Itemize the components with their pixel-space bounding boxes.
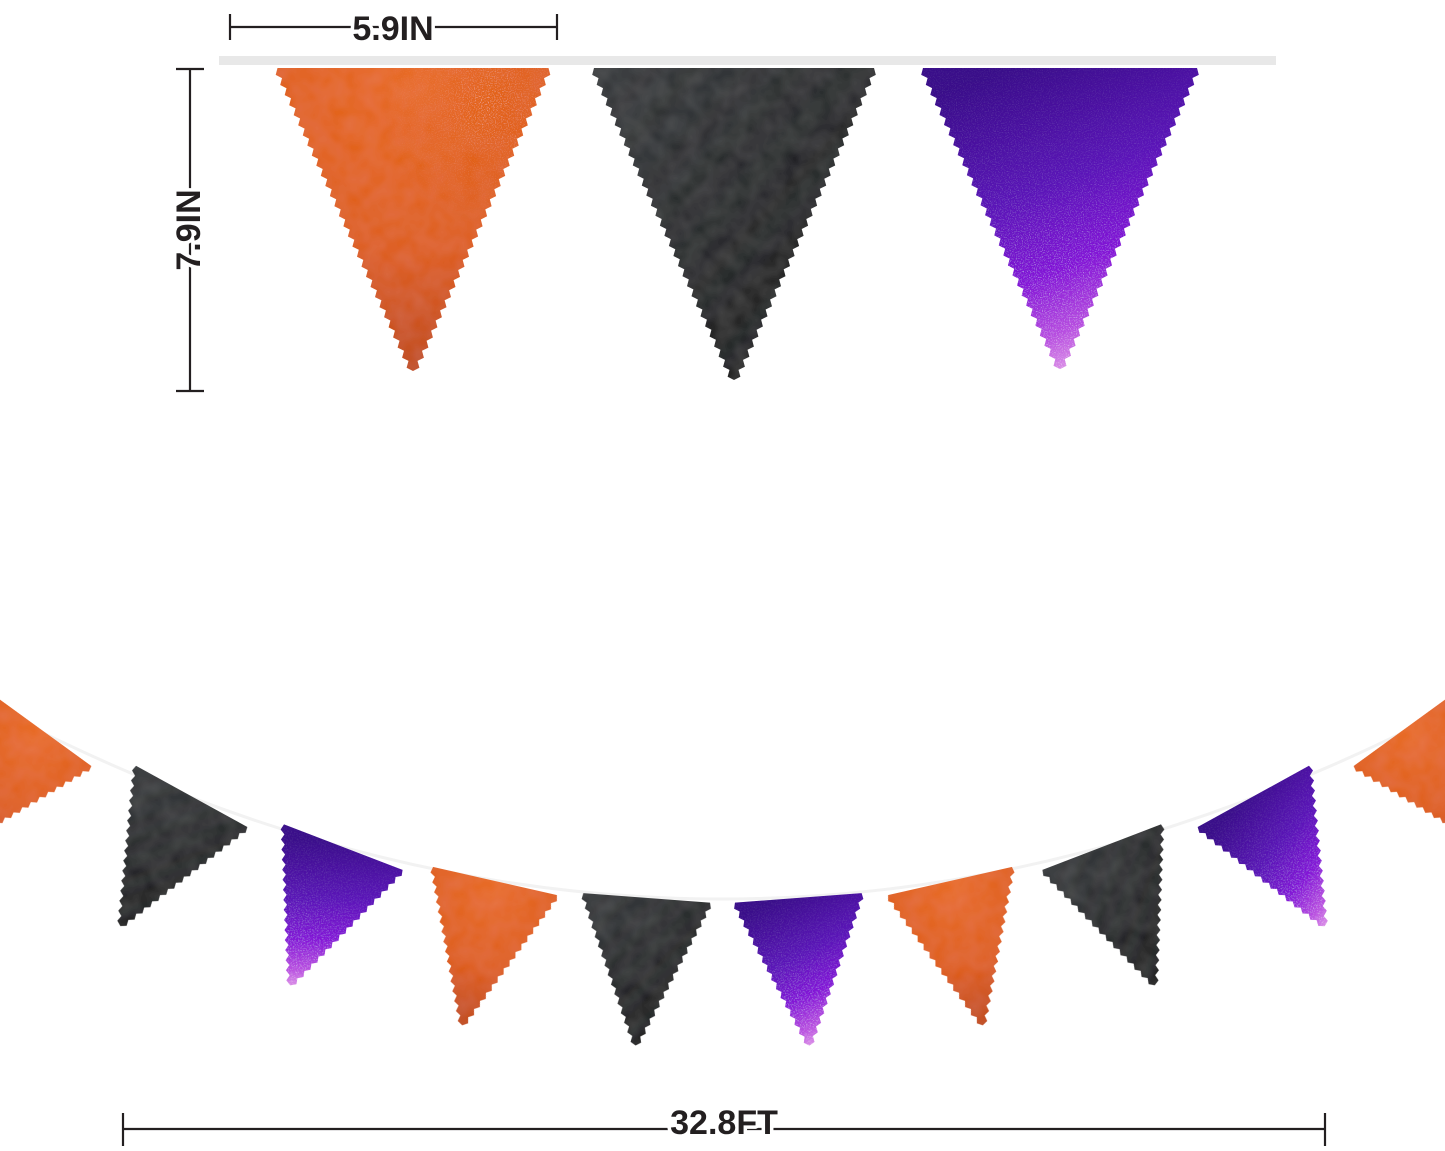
svg-text:7.9IN: 7.9IN (170, 189, 208, 270)
svg-text:32.8FT: 32.8FT (670, 1104, 778, 1142)
svg-text:5.9IN: 5.9IN (352, 10, 433, 48)
